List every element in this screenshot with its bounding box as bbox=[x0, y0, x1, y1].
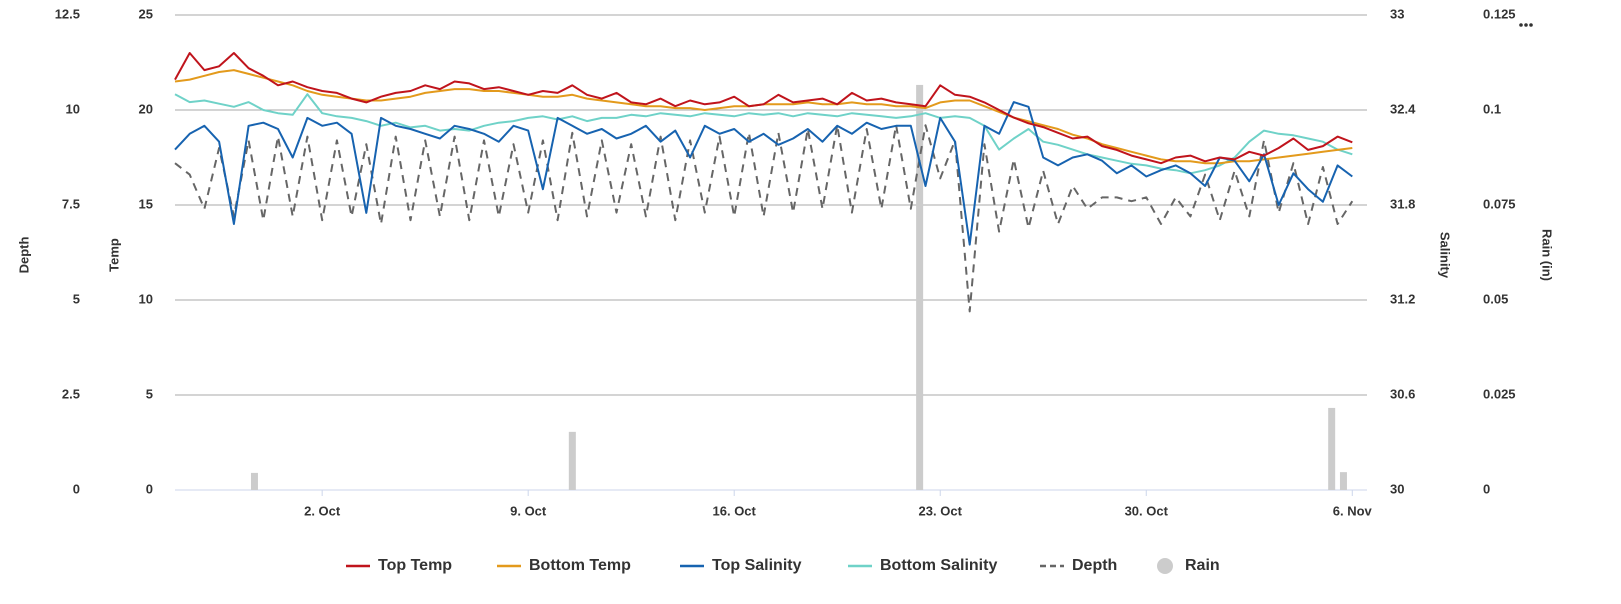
menu-button[interactable] bbox=[1519, 23, 1533, 27]
legend-label: Bottom Salinity bbox=[880, 557, 997, 574]
legend-symbol bbox=[1157, 558, 1173, 574]
y-tick-label: 10 bbox=[139, 291, 153, 306]
legend-item[interactable]: Top Temp bbox=[346, 557, 452, 574]
y3-tick-label: 7.5 bbox=[62, 196, 80, 211]
legend-item[interactable]: Rain bbox=[1157, 557, 1220, 574]
y3-tick-label: 0 bbox=[73, 481, 80, 496]
y2-tick-label: 31.8 bbox=[1390, 196, 1415, 211]
series-line bbox=[174, 69, 1353, 165]
y2-tick-label: 30 bbox=[1390, 481, 1404, 496]
y2-tick-label: 32.4 bbox=[1390, 101, 1416, 116]
rain-bar bbox=[1339, 472, 1347, 490]
y3-tick-label: 10 bbox=[66, 101, 80, 116]
series-line bbox=[174, 124, 1354, 313]
y-tick-label: 5 bbox=[146, 386, 153, 401]
y4-tick-label: 0.125 bbox=[1483, 6, 1516, 21]
y-tick-label: 20 bbox=[139, 101, 153, 116]
y3-tick-label: 2.5 bbox=[62, 386, 80, 401]
legend-label: Top Salinity bbox=[712, 557, 802, 574]
legend-label: Bottom Temp bbox=[529, 557, 631, 574]
rain-bar bbox=[916, 84, 924, 491]
x-tick-label: 6. Nov bbox=[1333, 503, 1373, 518]
y3-tick-label: 12.5 bbox=[55, 6, 80, 21]
rain-bar bbox=[1328, 407, 1336, 490]
y2-tick-label: 30.6 bbox=[1390, 386, 1415, 401]
y2-tick-label: 31.2 bbox=[1390, 291, 1415, 306]
legend-label: Rain bbox=[1185, 557, 1220, 574]
x-tick-label: 23. Oct bbox=[919, 503, 963, 518]
series-line bbox=[174, 52, 1353, 165]
legend-label: Top Temp bbox=[378, 557, 452, 574]
y2-axis-title: Salinity bbox=[1438, 232, 1453, 279]
y4-tick-label: 0.075 bbox=[1483, 196, 1516, 211]
rain-bar bbox=[568, 431, 576, 490]
y3-axis-title: Depth bbox=[16, 237, 31, 274]
x-tick-label: 9. Oct bbox=[510, 503, 547, 518]
legend-item[interactable]: Bottom Salinity bbox=[848, 557, 997, 574]
y4-axis-title: Rain (in) bbox=[1540, 229, 1555, 281]
x-tick-label: 16. Oct bbox=[713, 503, 757, 518]
legend-item[interactable]: Bottom Temp bbox=[497, 557, 631, 574]
y4-tick-label: 0 bbox=[1483, 481, 1490, 496]
y2-tick-label: 33 bbox=[1390, 6, 1404, 21]
rain-bar bbox=[250, 472, 258, 490]
x-tick-label: 2. Oct bbox=[304, 503, 341, 518]
legend-item[interactable]: Top Salinity bbox=[680, 557, 802, 574]
y4-tick-label: 0.1 bbox=[1483, 101, 1501, 116]
y-tick-label: 15 bbox=[139, 196, 153, 211]
y-tick-label: 0 bbox=[146, 481, 153, 496]
y-axis-title: Temp bbox=[106, 238, 121, 272]
y-tick-label: 25 bbox=[139, 6, 153, 21]
series-line bbox=[174, 93, 1353, 175]
series-line bbox=[174, 101, 1353, 246]
legend-item[interactable]: Depth bbox=[1040, 557, 1117, 574]
y4-tick-label: 0.025 bbox=[1483, 386, 1516, 401]
y3-tick-label: 5 bbox=[73, 291, 80, 306]
x-tick-label: 30. Oct bbox=[1125, 503, 1169, 518]
y4-tick-label: 0.05 bbox=[1483, 291, 1508, 306]
legend-label: Depth bbox=[1072, 557, 1117, 574]
